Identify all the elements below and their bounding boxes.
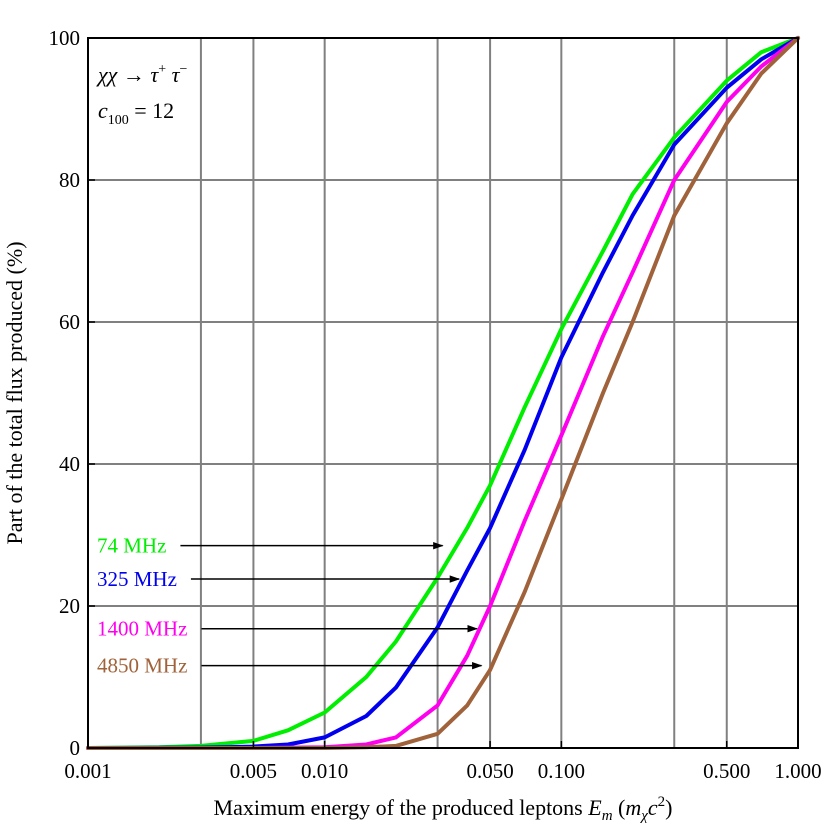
- reaction-lhs: χχ → τ: [96, 62, 159, 87]
- y-tick-label: 0: [70, 736, 81, 760]
- coefficient-c: c: [98, 98, 108, 123]
- x-tick-label: 0.001: [64, 759, 111, 783]
- reaction-annotation: χχ → τ+ τ−: [96, 62, 188, 87]
- plot-frame: [87, 37, 799, 749]
- y-tick-label: 100: [49, 26, 81, 50]
- coefficient-sub: 100: [108, 113, 129, 128]
- y-tick-label: 60: [59, 310, 80, 334]
- x-axis-label-m: m: [625, 795, 641, 820]
- series-lines: [86, 36, 800, 750]
- x-axis-label-chi: χ: [639, 808, 648, 824]
- series-label-2: 1400 MHz: [97, 617, 187, 641]
- reaction-sup-minus: −: [180, 62, 188, 77]
- x-axis-label-paren-open: (: [613, 795, 626, 820]
- x-axis-label-e-sub: m: [602, 808, 613, 824]
- x-axis-label-paren-close: ): [665, 795, 672, 820]
- y-tick-label: 80: [59, 168, 80, 192]
- x-tick-label: 0.050: [466, 759, 513, 783]
- axis-ticks: 0.001 0.005 0.010 0.050 0.100 0.500 1.000 0 20 40…: [49, 26, 822, 783]
- reaction-tau2: τ: [166, 62, 181, 87]
- coefficient-value: = 12: [129, 98, 174, 123]
- y-tick-label: 20: [59, 594, 80, 618]
- x-tick-label: 0.100: [538, 759, 585, 783]
- series-line-3: [86, 36, 800, 750]
- reaction-sup-plus: +: [158, 62, 166, 77]
- x-tick-label: 1.000: [774, 759, 821, 783]
- series-line-0: [86, 36, 800, 750]
- series-label-1: 325 MHz: [97, 567, 177, 591]
- series-line-2: [86, 36, 800, 750]
- x-tick-label: 0.005: [230, 759, 277, 783]
- y-tick-label: 40: [59, 452, 80, 476]
- x-axis-label: Maximum energy of the produced leptons E…: [214, 794, 673, 824]
- x-tick-label: 0.500: [703, 759, 750, 783]
- x-axis-label-main: Maximum energy of the produced leptons: [214, 795, 589, 820]
- x-axis-label-sup: 2: [658, 794, 666, 810]
- series-line-1: [86, 36, 800, 750]
- y-axis-label: Part of the total flux produced (%): [2, 241, 27, 544]
- x-tick-label: 0.010: [301, 759, 348, 783]
- series-label-0: 74 MHz: [97, 534, 166, 558]
- x-axis-label-c: c: [648, 795, 658, 820]
- series-labels: 74 MHz 325 MHz 1400 MHz 4850 MHz: [97, 534, 483, 678]
- gridlines: [88, 38, 798, 748]
- coefficient-annotation: c100 = 12: [98, 98, 174, 128]
- x-axis-label-e: E: [587, 795, 602, 820]
- series-label-3: 4850 MHz: [97, 654, 187, 678]
